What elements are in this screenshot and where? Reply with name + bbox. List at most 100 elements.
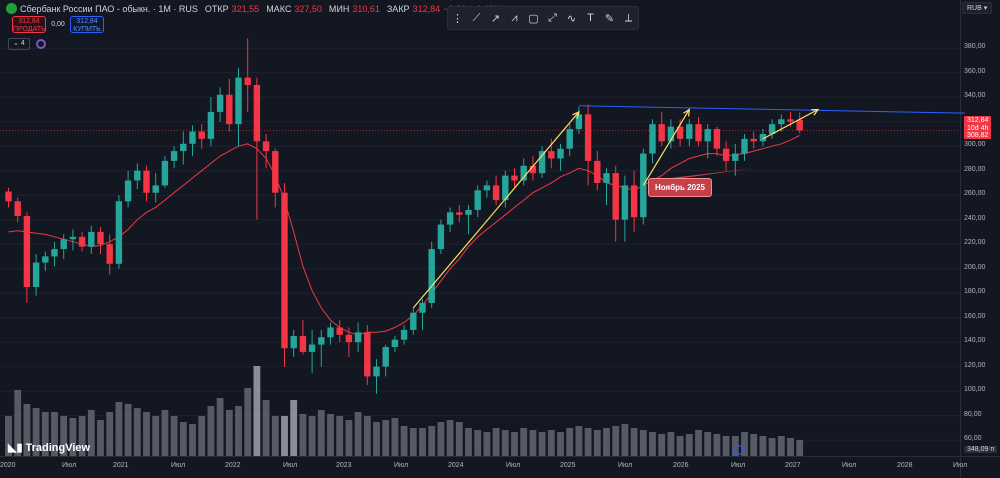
- time-tick-label: 2028: [897, 462, 913, 469]
- rectangle-icon[interactable]: ▢: [528, 12, 539, 25]
- drawing-toolbar: ⋮ ⟋ ↗ ⩘ ▢ ⤢ ∿ T ✎ ⟂: [447, 6, 639, 30]
- sell-button[interactable]: 312,84 ПРОДАТЬ: [12, 16, 46, 33]
- volume-bar: [547, 430, 555, 456]
- volume-bar: [161, 410, 169, 456]
- goto-realtime-icon[interactable]: [733, 445, 743, 455]
- volume-bar: [474, 430, 482, 456]
- candle-body: [575, 114, 583, 130]
- brush-icon[interactable]: ✎: [604, 12, 615, 25]
- volume-bar: [253, 366, 261, 456]
- candle-body: [170, 151, 178, 161]
- time-tick-label: 2023: [336, 462, 352, 469]
- indicator-settings-icon[interactable]: [35, 39, 46, 49]
- volume-bar: [179, 422, 187, 456]
- candle-body: [667, 126, 675, 142]
- candle-body: [787, 119, 794, 122]
- volume-bar: [78, 416, 86, 456]
- volume-bar: [409, 428, 417, 456]
- volume-bar: [69, 418, 77, 456]
- volume-bar: [308, 416, 316, 456]
- candle-body: [437, 224, 445, 250]
- volume-bar: [198, 416, 206, 456]
- volume-bar: [704, 432, 712, 456]
- indicators-toggle[interactable]: ⌄ 4: [8, 38, 30, 50]
- curve-icon[interactable]: ∿: [566, 12, 577, 25]
- candle-body: [428, 249, 435, 303]
- close-value: 312,84: [412, 3, 441, 14]
- currency-selector[interactable]: RUB ▾: [962, 2, 992, 14]
- indicators-count: 4: [20, 40, 25, 47]
- volume-bar: [483, 432, 491, 456]
- time-tick-label: Июл: [506, 462, 521, 469]
- annotation-pointer: [662, 168, 754, 179]
- volume-bar: [143, 412, 150, 456]
- volume-bar: [593, 430, 601, 456]
- candle-body: [262, 141, 270, 152]
- text-icon[interactable]: T: [587, 12, 594, 24]
- candle-body: [594, 160, 601, 183]
- candle-body: [778, 119, 785, 125]
- candle-body: [768, 124, 776, 134]
- candle-body: [290, 336, 297, 349]
- tv-logo-icon: ◣▮: [8, 442, 23, 454]
- ray-icon[interactable]: ↗: [490, 12, 501, 25]
- time-tick-label: 2025: [560, 462, 576, 469]
- price-tick-label: 380,00: [964, 43, 986, 51]
- volume-bar: [455, 422, 463, 456]
- volume-bar: [391, 418, 399, 456]
- buy-button[interactable]: 312,84 КУПИТЬ: [70, 16, 104, 33]
- ma-badge: 308,82: [964, 132, 992, 139]
- symbol-title[interactable]: Сбербанк России ПАО - обыкн. · 1М · RUS: [20, 3, 198, 14]
- arrow-icon[interactable]: ⤢: [548, 11, 557, 24]
- candle-body: [511, 175, 518, 181]
- volume-bar: [124, 404, 132, 456]
- last-price-badge: 312,84 10d 4h: [964, 116, 992, 134]
- volume-bar: [428, 426, 436, 456]
- time-tick-label: Июл: [731, 462, 746, 469]
- candle-body: [244, 77, 251, 85]
- volume-bar: [685, 434, 693, 456]
- candle-body: [548, 151, 555, 159]
- price-tick-label: 300,00: [964, 141, 986, 149]
- candle-body: [78, 236, 86, 247]
- candle-body: [621, 185, 629, 220]
- volume-bar: [787, 438, 794, 456]
- time-tick-label: Июл: [842, 462, 857, 469]
- sell-price: 312,84: [18, 18, 40, 25]
- candle-body: [60, 239, 67, 250]
- candle-body: [281, 192, 288, 349]
- buy-price: 312,84: [76, 18, 98, 25]
- candle-body: [796, 119, 803, 131]
- polyline-icon[interactable]: ⩘: [511, 11, 518, 24]
- candle-body: [750, 138, 757, 142]
- cursor-icon[interactable]: ⋮: [452, 12, 463, 25]
- time-tick-label: Июл: [953, 462, 968, 469]
- trend-line-icon[interactable]: ⟋: [472, 11, 481, 24]
- candle-body: [5, 191, 12, 202]
- candle-body: [299, 336, 307, 352]
- volume-bar: [299, 414, 307, 456]
- candle-body: [226, 94, 233, 125]
- price-tick-label: 160,00: [964, 312, 986, 320]
- volume-bar: [345, 420, 353, 456]
- volume-bar: [5, 416, 12, 456]
- trend-arrow: [642, 109, 690, 186]
- indicators-row: ⌄ 4: [8, 38, 46, 50]
- volume-bar: [327, 414, 334, 456]
- volume-badge: 348,09 п: [964, 446, 998, 453]
- candle-body: [557, 148, 564, 159]
- candle-body: [704, 129, 711, 142]
- volume-bar: [446, 420, 454, 456]
- volume-bar: [612, 426, 620, 456]
- volume-bar: [14, 390, 22, 456]
- candle-body: [538, 151, 546, 174]
- volume-bar: [23, 404, 31, 456]
- annotation-callout[interactable]: Ноябрь 2025: [648, 178, 712, 197]
- measure-icon[interactable]: ⟂: [624, 11, 633, 24]
- open-value: 321,55: [231, 3, 260, 14]
- candle-body: [529, 165, 537, 174]
- volume-bar: [501, 430, 509, 456]
- volume-bar: [741, 432, 748, 456]
- time-tick-label: Июл: [62, 462, 77, 469]
